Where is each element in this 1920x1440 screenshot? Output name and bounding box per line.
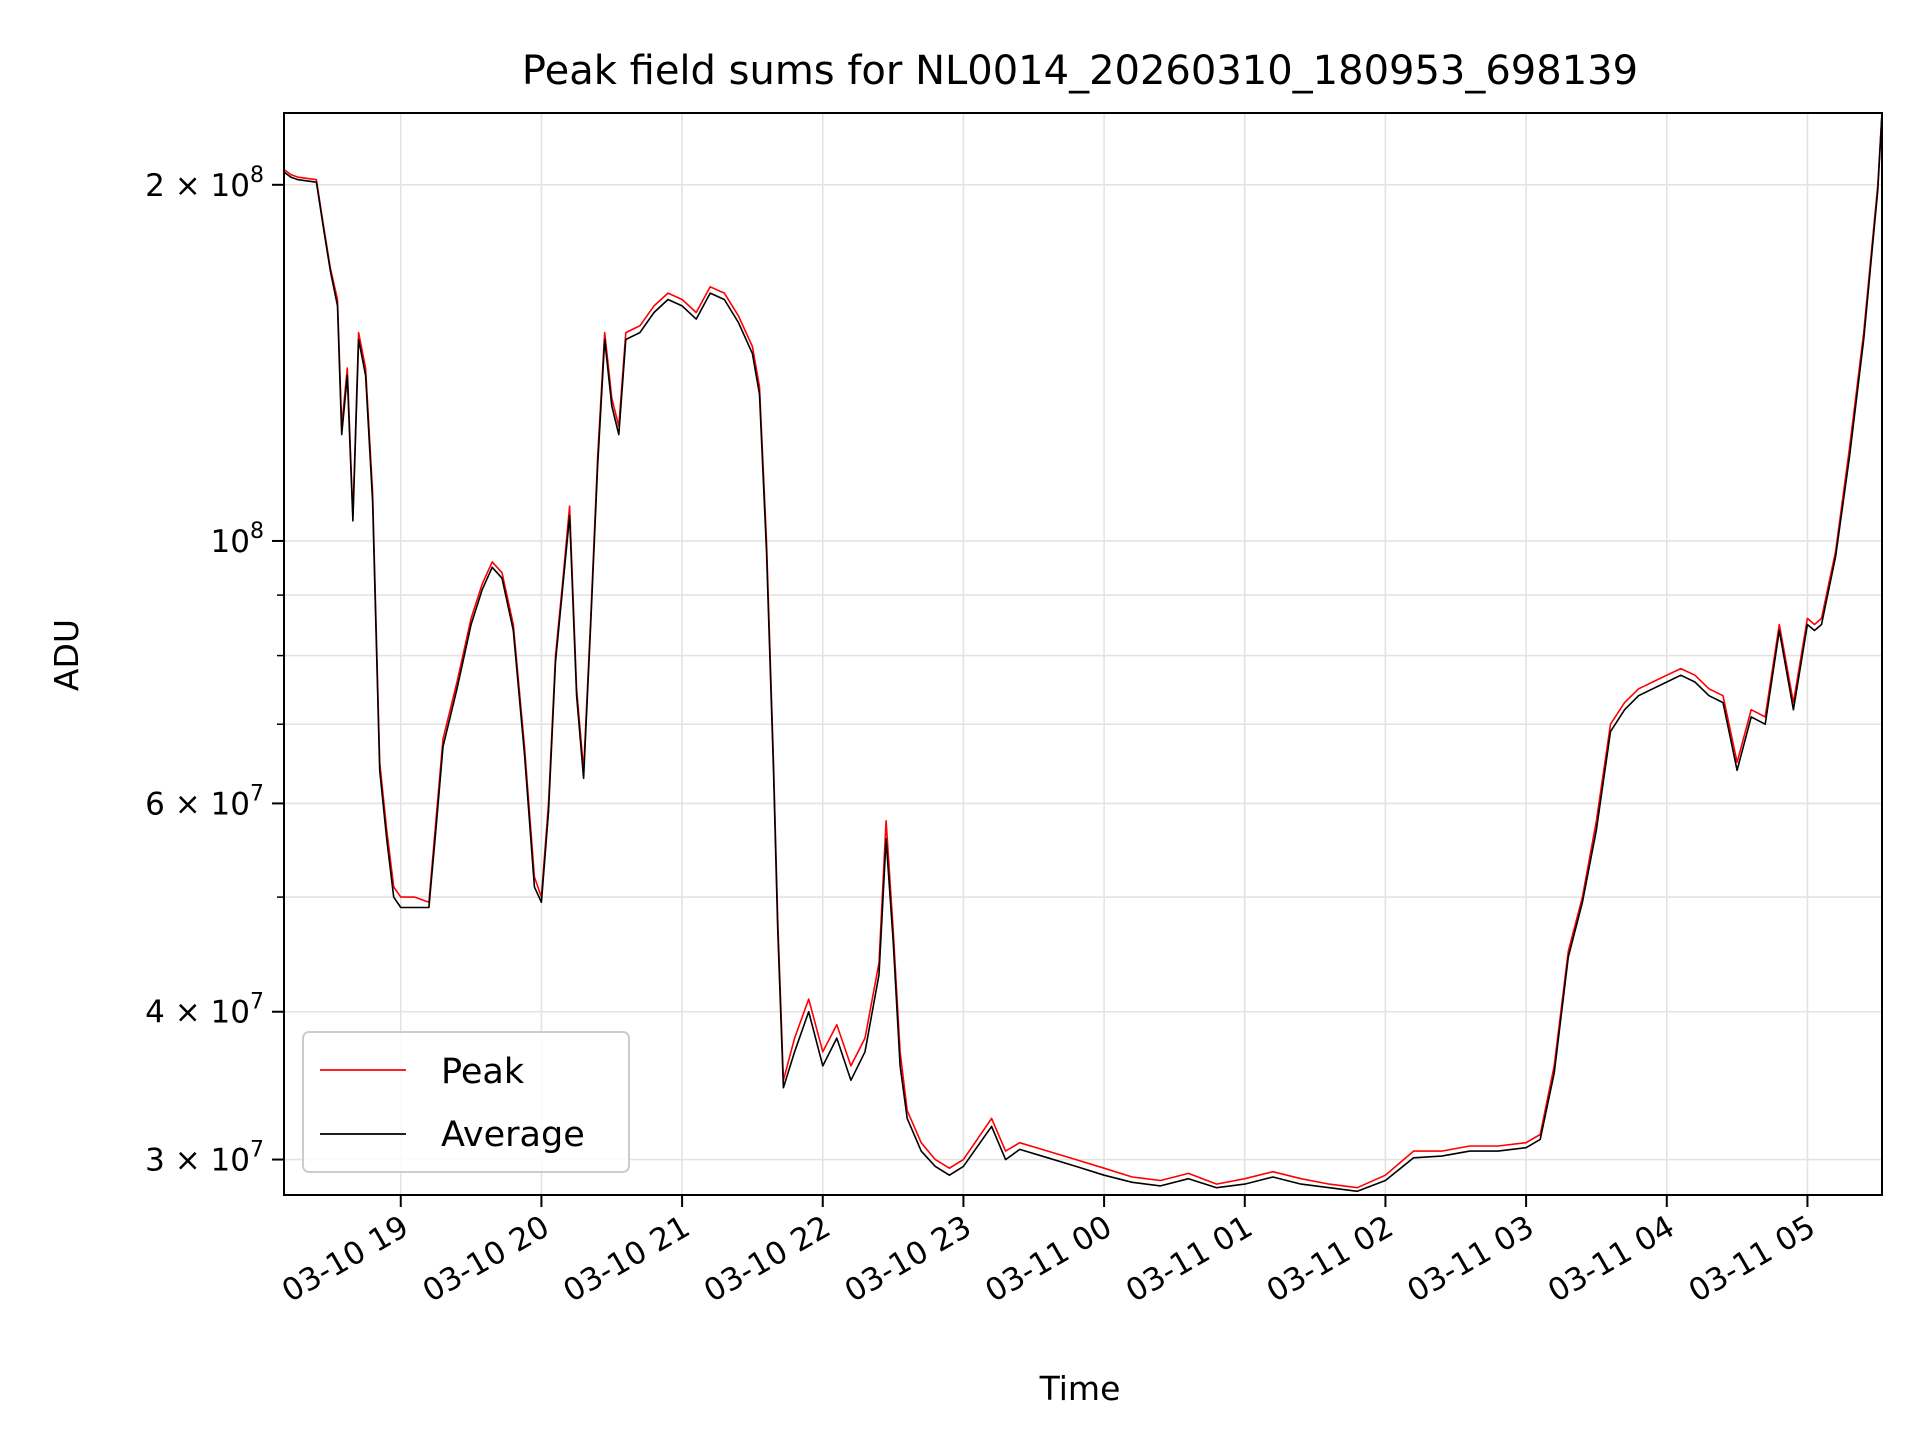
x-axis-label: Time (1039, 1369, 1121, 1408)
y-axis-label: ADU (47, 619, 86, 691)
legend: Peak Average (302, 1031, 630, 1173)
legend-box (302, 1031, 630, 1173)
grid-lines (284, 113, 1882, 1195)
y-tick-label: 4 × 107 (145, 990, 264, 1031)
y-axis-ticks: 3 × 107 4 × 107 6 × 107 108 2 × 108 (145, 163, 284, 1179)
legend-label-average: Average (441, 1115, 585, 1155)
y-tick-label: 6 × 107 (145, 781, 264, 822)
y-tick-label: 108 (211, 519, 264, 560)
series-lines (283, 112, 1883, 1193)
plot-frame (283, 112, 1883, 1196)
series-line-average (283, 112, 1883, 1193)
y-tick-label: 3 × 107 (145, 1138, 264, 1179)
chart-title: Peak field sums for NL0014_20260310_1809… (522, 48, 1638, 94)
legend-label-peak: Peak (441, 1052, 525, 1092)
y-tick-label: 2 × 108 (145, 163, 264, 204)
